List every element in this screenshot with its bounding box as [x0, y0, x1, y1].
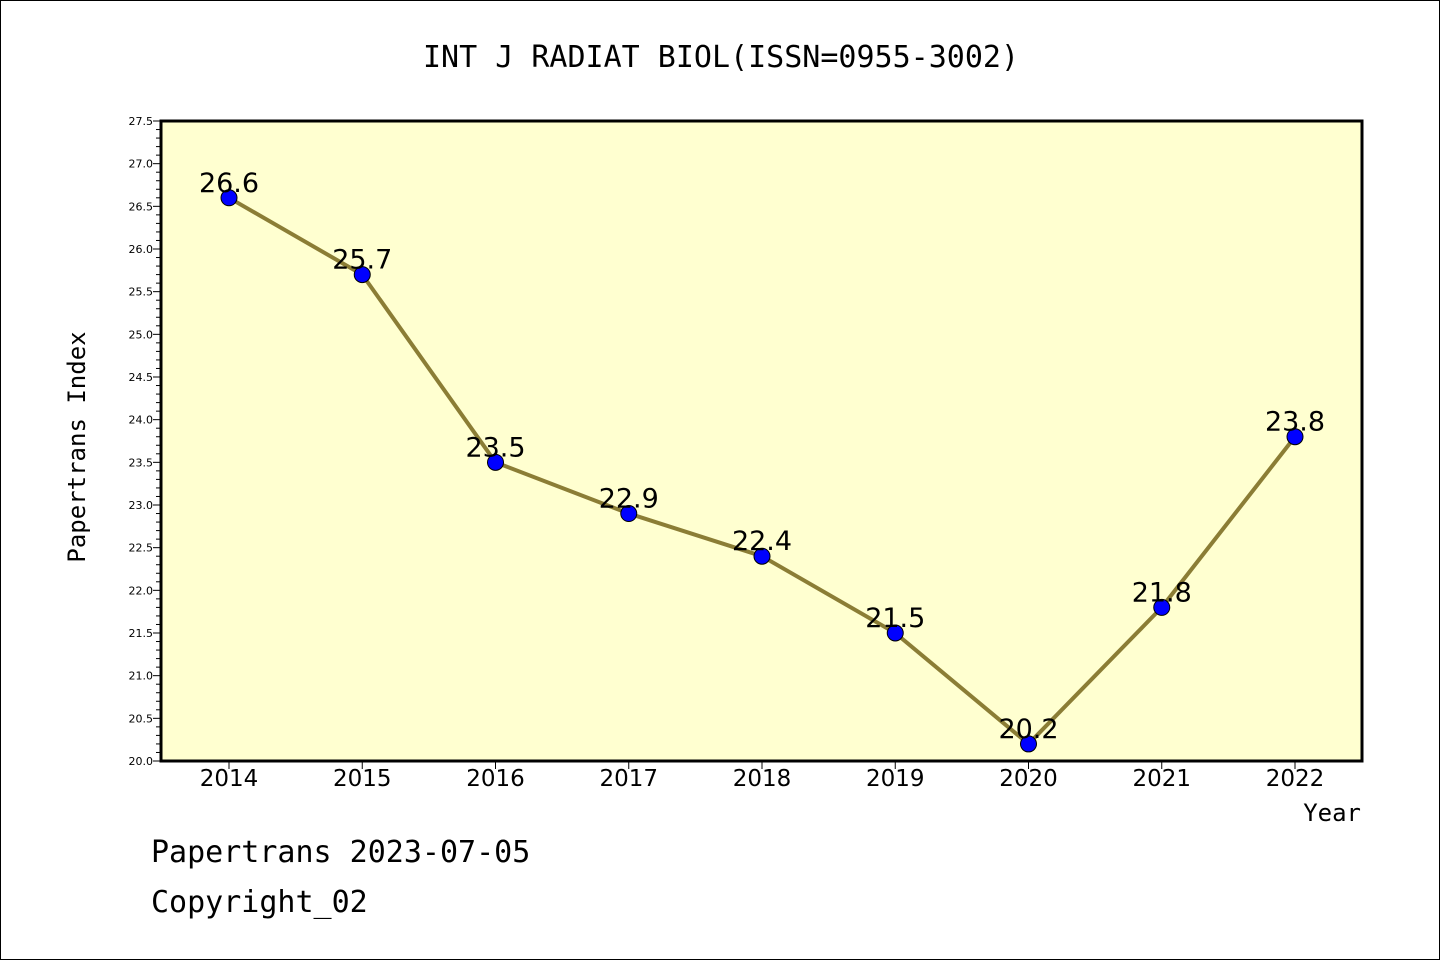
data-point	[487, 453, 504, 471]
data-label: 21.8	[1132, 577, 1192, 608]
data-markers	[220, 189, 1304, 753]
y-tick-label: 20.0	[129, 755, 154, 768]
y-tick-label: 25.5	[129, 286, 154, 299]
y-tick-label: 27.0	[129, 158, 154, 171]
x-tick-label: 2021	[1132, 766, 1191, 792]
y-tick-label: 23.0	[129, 499, 154, 512]
data-point	[1020, 735, 1037, 753]
data-point	[1286, 428, 1304, 446]
data-point	[620, 505, 638, 523]
x-tick-label: 2019	[866, 766, 925, 792]
y-tick-label: 24.5	[129, 371, 154, 384]
plot-frame	[159, 119, 1364, 763]
data-labels: 26.6 25.7 23.5 22.9 22.4 21.5 20.2 21.8 23.8	[199, 168, 1325, 745]
y-tick-label: 21.5	[129, 627, 154, 640]
y-tick-label: 26.0	[129, 243, 154, 256]
x-tick-label: 2015	[333, 766, 392, 792]
x-tick-label: 2020	[999, 766, 1058, 792]
plot-area	[161, 121, 1362, 761]
y-axis-title: Papertrans Index	[63, 331, 91, 562]
footer-copyright: Copyright_02	[151, 885, 368, 920]
x-axis-title: Year	[1303, 799, 1361, 827]
y-tick-label: 22.5	[129, 542, 154, 555]
data-label: 21.5	[865, 603, 925, 634]
y-tick-label: 22.0	[129, 584, 154, 597]
y-tick-label: 25.0	[129, 328, 154, 341]
data-point	[353, 266, 371, 284]
data-point	[886, 624, 904, 642]
data-point	[1153, 598, 1171, 616]
x-tick-label: 2017	[599, 766, 658, 792]
y-tick-label: 20.5	[129, 712, 154, 725]
x-tick-label: 2022	[1266, 766, 1325, 792]
y-tick-labels: 20.0 20.5 21.0 21.5 22.0 22.5 23.0 23.5 24.0 24.5…	[129, 115, 154, 768]
data-label: 23.5	[465, 432, 525, 463]
footer-date: Papertrans 2023-07-05	[151, 835, 531, 870]
y-tick-label: 21.0	[129, 670, 154, 683]
y-tick-label: 23.5	[129, 456, 154, 469]
data-label: 25.7	[332, 245, 392, 276]
data-label: 26.6	[199, 168, 259, 199]
x-tick-label: 2014	[200, 766, 259, 792]
x-tick-label: 2016	[466, 766, 525, 792]
data-point	[220, 189, 238, 207]
data-label: 20.2	[998, 714, 1058, 745]
data-label: 23.8	[1265, 407, 1325, 438]
data-label: 22.9	[599, 484, 659, 515]
y-tick-label: 26.5	[129, 200, 154, 213]
x-tick-labels: 2014 2015 2016 2017 2018 2019 2020 2021 2022	[200, 766, 1325, 792]
data-label: 22.4	[732, 526, 792, 557]
chart-title: INT J RADIAT BIOL(ISSN=0955-3002)	[423, 40, 1019, 75]
y-tick-label: 24.0	[129, 414, 154, 427]
x-tick-label: 2018	[733, 766, 792, 792]
data-point	[753, 547, 771, 565]
y-tick-label: 27.5	[129, 115, 154, 128]
